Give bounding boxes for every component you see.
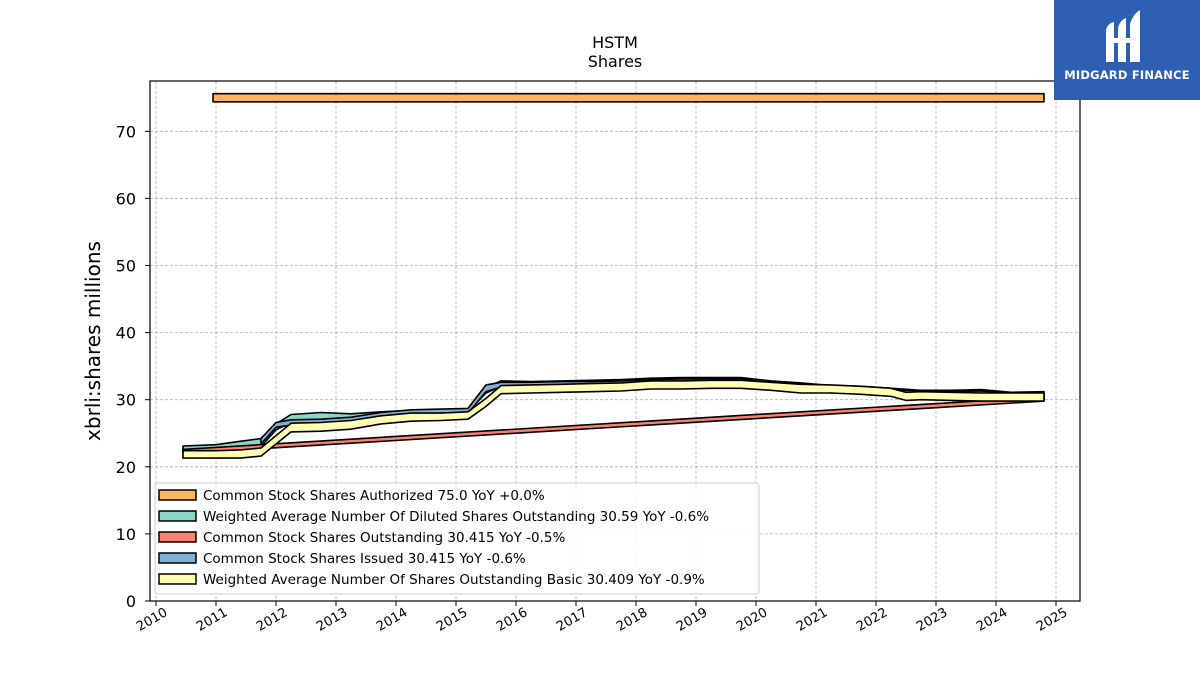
x-tick-label: 2022: [854, 605, 890, 635]
x-tick-label: 2021: [794, 605, 830, 635]
x-tick-label: 2025: [1034, 605, 1070, 635]
series-area-4: [182, 379, 1045, 459]
y-tick-label: 70: [116, 122, 136, 141]
plot-frame: [149, 80, 1081, 602]
y-tick-label: 10: [116, 525, 136, 544]
legend-swatch: [158, 510, 197, 522]
x-tick-label: 2012: [254, 605, 290, 635]
x-tick-label: 2017: [554, 605, 590, 635]
x-axis: 2010 2011 2012 2013 2014 2015 2016 2017 2018 2019…: [134, 601, 1070, 635]
y-tick-label: 50: [116, 257, 136, 276]
y-tick-label: 30: [116, 391, 136, 410]
legend-swatch: [158, 552, 197, 564]
brand-logo: MIDGARD FINANCE: [1054, 0, 1200, 100]
legend-swatch: [158, 531, 197, 543]
x-tick-label: 2019: [674, 605, 710, 635]
chart-subtitle: Shares: [588, 52, 643, 71]
legend-label: Weighted Average Number Of Diluted Share…: [203, 509, 709, 525]
x-tick-label: 2013: [314, 605, 350, 635]
legend: Common Stock Shares Authorized 75.0 YoY …: [154, 482, 760, 595]
y-tick-label: 0: [126, 592, 136, 611]
midgard-logo-icon: [1106, 10, 1140, 62]
legend-swatch: [158, 489, 197, 501]
y-axis-label: xbrli:shares millions: [81, 241, 105, 441]
x-tick-label: 2023: [914, 605, 950, 635]
y-tick-label: 40: [116, 324, 136, 343]
brand-name: MIDGARD FINANCE: [1064, 68, 1190, 82]
series-areas: [182, 92, 1045, 459]
x-tick-label: 2020: [734, 605, 770, 635]
x-tick-label: 2015: [434, 605, 470, 635]
x-tick-label: 2018: [614, 605, 650, 635]
chart-title: HSTM: [592, 33, 638, 52]
legend-label: Common Stock Shares Authorized 75.0 YoY …: [203, 488, 545, 504]
x-tick-label: 2024: [974, 605, 1010, 635]
series-area-0: [212, 92, 1045, 103]
legend-label: Common Stock Shares Issued 30.415 YoY -0…: [203, 551, 526, 567]
y-axis: 0 10 20 30 40 50 60 70: [116, 122, 150, 611]
legend-label: Common Stock Shares Outstanding 30.415 Y…: [203, 530, 566, 546]
legend-label: Weighted Average Number Of Shares Outsta…: [203, 572, 705, 588]
y-tick-label: 20: [116, 458, 136, 477]
legend-swatch: [158, 573, 197, 585]
x-tick-label: 2016: [494, 605, 530, 635]
x-tick-label: 2010: [134, 605, 170, 635]
x-tick-label: 2014: [374, 605, 410, 635]
x-tick-label: 2011: [194, 605, 230, 635]
y-tick-label: 60: [116, 189, 136, 208]
legend-box: [154, 482, 760, 595]
